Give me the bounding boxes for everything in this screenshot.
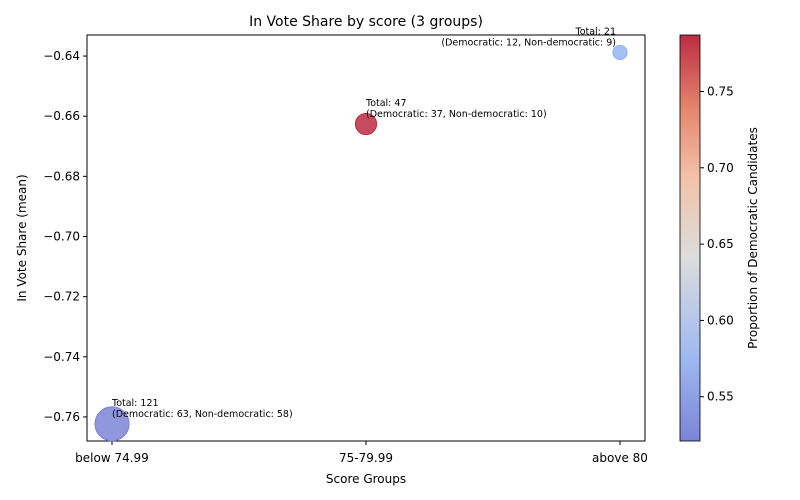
x-axis-ticks: below 74.99 75-79.99 above 80 xyxy=(75,441,648,465)
y-axis-label: In Vote Share (mean) xyxy=(15,174,29,301)
colorbar-tick-label: 0.55 xyxy=(707,390,734,404)
annotation-breakdown: (Democratic: 12, Non-democratic: 9) xyxy=(441,37,616,48)
colorbar-label: Proportion of Democratic Candidates xyxy=(746,127,760,349)
data-points xyxy=(94,44,628,442)
annotation-breakdown: (Democratic: 63, Non-democratic: 58) xyxy=(112,409,293,420)
annotation-total: Total: 47 xyxy=(365,98,407,109)
plot-frame xyxy=(86,34,646,442)
colorbar-gradient xyxy=(679,34,701,442)
y-tick-label: −0.72 xyxy=(43,290,80,304)
colorbar-tick-label: 0.65 xyxy=(707,237,734,251)
annotation-total: Total: 121 xyxy=(111,398,159,409)
y-tick-label: −0.68 xyxy=(43,169,80,183)
colorbar: 0.55 0.60 0.65 0.70 0.75 Proportion of Democ… xyxy=(679,34,760,442)
plot-area: −0.76 −0.74 −0.72 −0.70 −0.68 −0.66 −0.64 belo… xyxy=(43,26,648,465)
point-annotation: Total: 21(Democratic: 12, Non-democratic… xyxy=(441,26,616,48)
x-axis-label: Score Groups xyxy=(326,472,406,486)
colorbar-tick-label: 0.60 xyxy=(707,313,734,327)
data-point xyxy=(94,406,130,442)
point-annotations: Total: 121(Democratic: 63, Non-democrati… xyxy=(111,26,616,419)
data-point xyxy=(354,112,378,136)
annotation-total: Total: 21 xyxy=(575,26,617,37)
y-tick-label: −0.74 xyxy=(43,350,80,364)
data-point xyxy=(612,44,628,61)
x-tick-label: above 80 xyxy=(592,451,648,465)
colorbar-tick-label: 0.70 xyxy=(707,161,734,175)
colorbar-ticks: 0.55 0.60 0.65 0.70 0.75 xyxy=(700,84,734,404)
y-tick-label: −0.64 xyxy=(43,49,80,63)
x-tick-label: 75-79.99 xyxy=(339,451,393,465)
x-tick-label: below 74.99 xyxy=(75,451,149,465)
annotation-breakdown: (Democratic: 37, Non-democratic: 10) xyxy=(366,109,547,120)
point-annotation: Total: 47(Democratic: 37, Non-democratic… xyxy=(365,98,547,120)
y-tick-label: −0.76 xyxy=(43,410,80,424)
y-tick-label: −0.70 xyxy=(43,229,80,243)
y-axis-ticks: −0.76 −0.74 −0.72 −0.70 −0.68 −0.66 −0.64 xyxy=(43,49,87,424)
y-tick-label: −0.66 xyxy=(43,109,80,123)
chart-title: In Vote Share by score (3 groups) xyxy=(249,14,483,30)
point-annotation: Total: 121(Democratic: 63, Non-democrati… xyxy=(111,398,293,420)
colorbar-tick-label: 0.75 xyxy=(707,84,734,98)
